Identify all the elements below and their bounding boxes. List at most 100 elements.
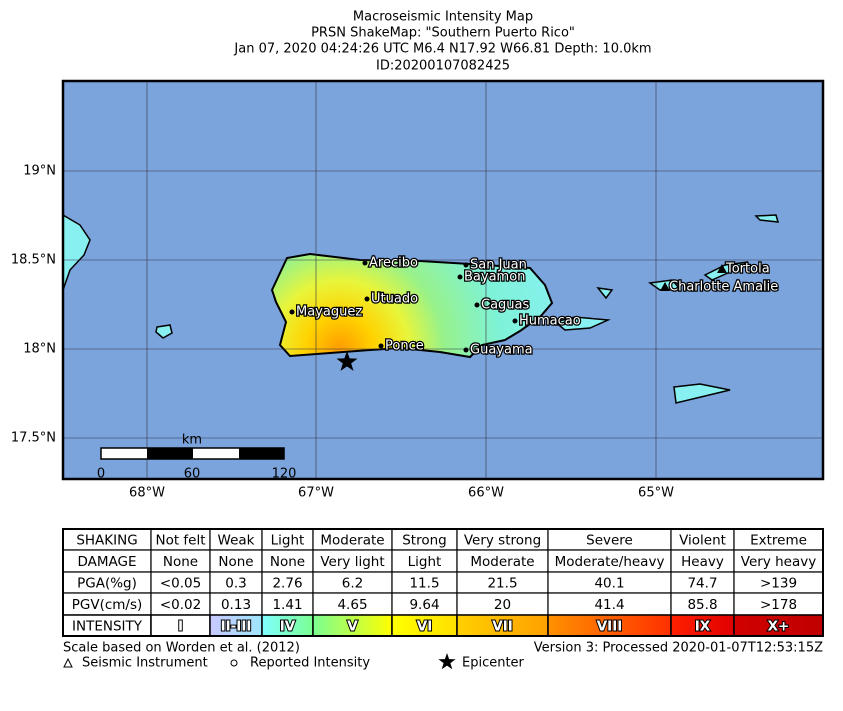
- city-label: Mayaguez: [296, 305, 362, 320]
- table-text: Moderate: [320, 533, 384, 549]
- city-marker: [512, 318, 518, 324]
- city-label: Ponce: [385, 339, 424, 354]
- scale-tick: 0: [97, 467, 105, 482]
- legend-label: Seismic Instrument: [82, 656, 208, 671]
- table-text: VII: [492, 619, 513, 635]
- version: Version 3: Processed 2020-01-07T12:53:15…: [534, 641, 823, 656]
- lat-label: 18.5°N: [11, 253, 56, 268]
- lat-label: 18°N: [23, 342, 56, 357]
- table-text: Heavy: [681, 554, 724, 570]
- footer: Scale based on Worden et al. (2012) Vers…: [63, 641, 823, 671]
- table-text: Light: [271, 533, 305, 549]
- table-text: 0.13: [221, 597, 251, 613]
- table-text: I: [178, 619, 183, 635]
- lat-label: 19°N: [23, 164, 56, 179]
- header: Macroseismic Intensity Map PRSN ShakeMap…: [233, 10, 651, 74]
- table-text: Extreme: [750, 533, 807, 549]
- city-marker: [463, 347, 469, 353]
- table-text: Severe: [586, 533, 633, 549]
- city-label: Tortola: [725, 262, 770, 277]
- table-text: V: [347, 619, 358, 635]
- table-text: >178: [760, 597, 797, 613]
- table-text: 4.65: [337, 597, 367, 613]
- mona-island: [155, 324, 173, 339]
- table-text: <0.02: [160, 597, 201, 613]
- table-text: Light: [408, 554, 442, 570]
- lon-label: 66°W: [468, 486, 504, 501]
- city-marker: [289, 309, 295, 315]
- table-text: 41.4: [594, 597, 624, 613]
- table-text: II-III: [221, 619, 252, 635]
- scale-unit: km: [182, 433, 202, 448]
- event-info: Jan 07, 2020 04:24:26 UTC M6.4 N17.92 W6…: [233, 42, 651, 57]
- table-text: Not felt: [155, 533, 205, 549]
- table-text: 74.7: [687, 576, 717, 592]
- legend-label: Epicenter: [462, 656, 525, 671]
- table-text: 9.64: [409, 597, 439, 613]
- puerto-rico: [270, 252, 554, 359]
- table-text: 85.8: [687, 597, 717, 613]
- city-label: Utuado: [371, 292, 418, 307]
- table-text: None: [163, 554, 198, 570]
- table-text: IX: [695, 619, 711, 635]
- table-text: 6.2: [342, 576, 363, 592]
- lon-label: 67°W: [298, 486, 334, 501]
- table-text: 40.1: [594, 576, 624, 592]
- table-text: >139: [760, 576, 797, 592]
- table-text: Violent: [679, 533, 726, 549]
- city-label: San Juan: [470, 258, 527, 273]
- table-text: INTENSITY: [72, 619, 143, 635]
- table-text: 0.3: [225, 576, 246, 592]
- city-label: Guayama: [470, 343, 533, 358]
- city-marker: [457, 274, 463, 280]
- city-marker: [660, 282, 670, 291]
- table-text: Moderate: [470, 554, 534, 570]
- intensity-table: SHAKING Not felt Weak Light Moderate Strong Ve…: [62, 528, 824, 637]
- event-id: ID:20200107082425: [376, 59, 510, 74]
- epicenter: [336, 351, 358, 371]
- subtitle: PRSN ShakeMap: "Southern Puerto Rico": [311, 26, 575, 41]
- table-text: None: [270, 554, 305, 570]
- vieques: [553, 316, 611, 331]
- table-text: VIII: [597, 619, 623, 635]
- city-marker: [463, 262, 469, 268]
- reported-icon: [230, 659, 238, 667]
- table-text: X+: [768, 619, 790, 635]
- legend-label: Reported Intensity: [250, 656, 370, 671]
- table-text: None: [218, 554, 253, 570]
- table-text: 2.76: [272, 576, 302, 592]
- table-text: Very light: [320, 554, 384, 570]
- table-text: 1.41: [272, 597, 302, 613]
- city-label: Humacao: [519, 314, 581, 329]
- graticule: [63, 81, 823, 479]
- city-label: Caguas: [481, 298, 530, 313]
- table-text: 11.5: [409, 576, 439, 592]
- scale-note: Scale based on Worden et al. (2012): [63, 641, 300, 656]
- anegada: [754, 214, 780, 223]
- table-frame: [62, 528, 824, 637]
- title: Macroseismic Intensity Map: [353, 10, 533, 25]
- table-text: PGV(cm/s): [72, 597, 143, 613]
- scale-bar-segment: [239, 448, 284, 459]
- epicenter-icon: [438, 653, 456, 670]
- lat-label: 17.5°N: [11, 431, 56, 446]
- instrument-icon: [63, 657, 73, 668]
- scale-bar-segment: [147, 448, 193, 459]
- city-marker: [378, 343, 384, 349]
- city-label: Arecibo: [369, 256, 418, 271]
- city-marker: [717, 264, 727, 273]
- table-text: VI: [417, 619, 432, 635]
- culebra: [596, 286, 614, 300]
- map-frame: [61, 79, 825, 481]
- city-marker: [364, 296, 370, 302]
- table-text: SHAKING: [76, 533, 137, 549]
- city-label: Bayamon: [464, 270, 525, 285]
- table-text: Moderate/heavy: [555, 554, 665, 570]
- table-text: Very strong: [464, 533, 541, 549]
- table-text: <0.05: [160, 576, 201, 592]
- city-marker: [474, 302, 480, 308]
- table-text: IV: [280, 619, 296, 635]
- table-text: PGA(%g): [77, 576, 137, 592]
